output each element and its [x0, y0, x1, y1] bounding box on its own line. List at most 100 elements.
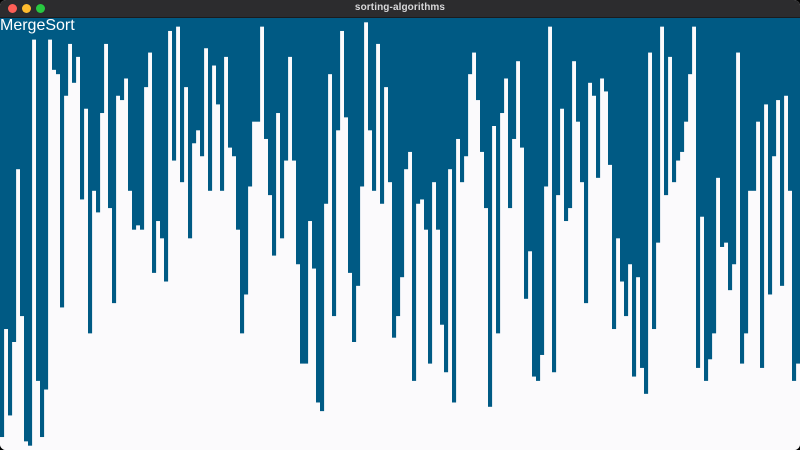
title-bar[interactable]: sorting-algorithms [0, 0, 800, 18]
array-bar [280, 18, 285, 239]
array-bar [736, 18, 741, 53]
array-bar [172, 18, 177, 161]
array-bar [584, 18, 589, 304]
array-bar [212, 18, 217, 66]
array-bar [780, 18, 785, 286]
array-bar [444, 18, 449, 373]
array-bar [196, 18, 201, 131]
array-bar [544, 18, 549, 187]
array-bar [644, 18, 649, 394]
array-bar [268, 18, 273, 196]
array-bar [464, 18, 469, 157]
array-bar [128, 18, 133, 191]
array-bar [728, 18, 733, 291]
array-bar [324, 18, 329, 204]
array-bar [704, 18, 709, 381]
array-bar [488, 18, 493, 407]
array-bar [420, 18, 425, 200]
array-bar [756, 18, 761, 122]
array-bar [656, 18, 661, 243]
array-bar [32, 18, 37, 40]
array-bar [96, 18, 101, 213]
array-bar [688, 18, 693, 75]
array-bar [24, 18, 29, 442]
array-bar [552, 18, 557, 373]
array-bar [732, 18, 737, 265]
array-bar [4, 18, 9, 330]
array-bar [144, 18, 149, 88]
array-bar [76, 18, 81, 57]
array-bar [248, 18, 253, 187]
array-bar [672, 18, 677, 183]
array-bar [560, 18, 565, 109]
array-bar [116, 18, 121, 96]
array-bar [620, 18, 625, 282]
minimize-window-button[interactable] [22, 4, 31, 13]
array-bar [720, 18, 725, 247]
array-bar [104, 18, 109, 44]
array-bar [316, 18, 321, 403]
array-bar [764, 18, 769, 105]
array-bar [596, 18, 601, 178]
array-bar [744, 18, 749, 334]
array-bar [368, 18, 373, 131]
array-bar [148, 18, 153, 53]
array-bar [708, 18, 713, 360]
array-bar [360, 18, 365, 187]
array-bar [92, 18, 97, 191]
array-bar [12, 18, 17, 342]
array-bar [364, 18, 369, 23]
array-bar [600, 18, 605, 79]
array-bar [592, 18, 597, 96]
array-bar [768, 18, 773, 295]
array-bar [344, 18, 349, 118]
maximize-window-button[interactable] [36, 4, 45, 13]
array-bar [652, 18, 657, 330]
array-bar [788, 18, 793, 191]
array-bar [220, 18, 225, 191]
array-bar [52, 18, 57, 70]
array-bar [44, 18, 49, 390]
sort-visualization-canvas [0, 18, 800, 450]
array-bar [164, 18, 169, 282]
array-bar [140, 18, 145, 230]
array-bar [588, 18, 593, 83]
array-bar [244, 18, 249, 295]
array-bar [108, 18, 113, 209]
array-bar [396, 18, 401, 317]
array-bar [548, 18, 553, 27]
close-window-button[interactable] [8, 4, 17, 13]
array-bar [452, 18, 457, 403]
array-bar [284, 18, 289, 161]
bar-array [0, 18, 800, 446]
array-bar [792, 18, 797, 381]
array-bar [700, 18, 705, 217]
array-bar [624, 18, 629, 317]
array-bar [608, 18, 613, 165]
array-bar [292, 18, 297, 161]
array-bar [616, 18, 621, 239]
array-bar [304, 18, 309, 364]
window-title: sorting-algorithms [354, 2, 446, 13]
array-bar [332, 18, 337, 317]
array-bar [796, 18, 800, 364]
array-bar [776, 18, 781, 101]
array-bar [604, 18, 609, 92]
array-bar [648, 18, 653, 53]
array-bar [168, 18, 173, 31]
array-bar [16, 18, 21, 170]
array-bar [512, 18, 517, 139]
array-bar [352, 18, 357, 342]
array-bar [580, 18, 585, 183]
array-bar [492, 18, 497, 126]
array-bar [224, 18, 229, 57]
array-bar [380, 18, 385, 204]
array-bar [188, 18, 193, 239]
array-bar [236, 18, 241, 230]
array-bar [56, 18, 61, 75]
array-bar [84, 18, 89, 109]
array-bar [200, 18, 205, 157]
array-bar [300, 18, 305, 364]
array-bar [48, 18, 53, 40]
